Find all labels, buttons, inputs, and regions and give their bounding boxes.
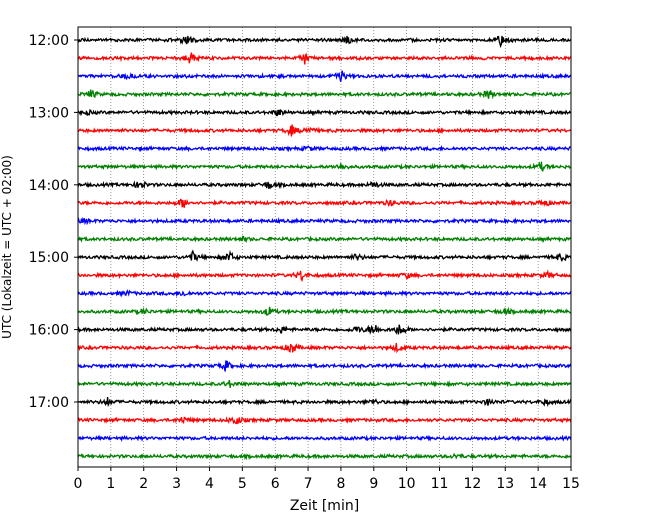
y-axis-label: UTC (Lokalzeit = UTC + 02:00) (0, 155, 14, 339)
y-tick-label-16:00: 16:00 (29, 323, 69, 339)
x-tick-label-4: 4 (205, 476, 214, 492)
trace-row-1415 (77, 198, 572, 208)
x-tick-label-13: 13 (496, 476, 514, 492)
trace-row-1345 (77, 161, 572, 172)
trace-row-1500 (77, 249, 572, 262)
plot-background (78, 27, 571, 467)
trace-row-1600 (77, 324, 572, 335)
trace-row-1215 (77, 52, 572, 65)
trace-row-1630 (77, 360, 572, 372)
grid-lines (110, 27, 539, 467)
trace-row-1615 (77, 342, 572, 354)
trace-row-1430 (77, 216, 572, 226)
trace-row-1300 (77, 108, 572, 117)
x-tick-label-1: 1 (106, 476, 115, 492)
seismic-traces (77, 35, 572, 461)
x-tick-label-2: 2 (139, 476, 148, 492)
trace-row-1515 (77, 269, 572, 282)
x-tick-label-10: 10 (398, 476, 416, 492)
x-tick-label-6: 6 (271, 476, 280, 492)
trace-row-1530 (77, 289, 572, 298)
plot-frame (77, 26, 572, 468)
x-axis-ticks: 0 1 2 3 4 5 6 7 8 9 10 11 12 13 14 15 (74, 467, 580, 492)
trace-row-1745 (77, 452, 572, 461)
y-tick-label-13:00: 13:00 (29, 105, 69, 121)
trace-row-1545 (77, 306, 572, 316)
x-tick-label-15: 15 (562, 476, 580, 492)
trace-row-1400 (77, 180, 572, 190)
x-tick-label-0: 0 (74, 476, 83, 492)
x-tick-label-8: 8 (336, 476, 345, 492)
trace-row-1445 (77, 235, 572, 244)
x-tick-label-7: 7 (304, 476, 313, 492)
x-tick-label-12: 12 (463, 476, 481, 492)
y-tick-label-17:00: 17:00 (29, 395, 69, 411)
trace-row-1315 (77, 124, 572, 137)
x-tick-label-14: 14 (529, 476, 547, 492)
trace-row-1200 (77, 35, 572, 49)
x-tick-label-11: 11 (431, 476, 449, 492)
trace-row-1700 (77, 397, 572, 408)
x-tick-label-3: 3 (172, 476, 181, 492)
trace-row-1230 (77, 70, 572, 82)
trace-row-1645 (77, 379, 572, 388)
trace-row-1245 (77, 89, 572, 100)
trace-row-1730 (77, 434, 572, 443)
x-tick-label-9: 9 (369, 476, 378, 492)
y-tick-label-12:00: 12:00 (29, 33, 69, 49)
y-tick-label-14:00: 14:00 (29, 178, 69, 194)
trace-row-1330 (77, 144, 572, 153)
x-tick-label-5: 5 (238, 476, 247, 492)
y-axis-ticks: 12:00 13:00 14:00 15:00 16:00 17:00 (29, 33, 78, 411)
y-tick-label-15:00: 15:00 (29, 250, 69, 266)
x-axis-label: Zeit [min] (290, 498, 359, 514)
trace-row-1715 (77, 416, 572, 425)
